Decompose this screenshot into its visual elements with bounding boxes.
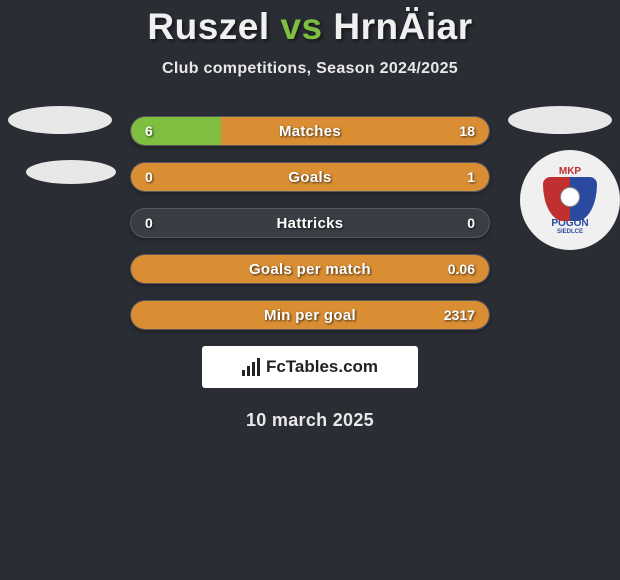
crest-mkp: MKP	[559, 166, 581, 177]
stat-value-player1: 6	[145, 123, 153, 139]
stat-label: Min per goal	[264, 307, 356, 324]
date-label: 10 march 2025	[0, 410, 620, 431]
stat-fill-player2	[221, 117, 490, 145]
vs-label: vs	[280, 6, 322, 47]
crest-bottom-text: POGON SIEDLCE	[551, 219, 588, 235]
stat-label: Goals	[288, 169, 331, 186]
crest-ball-icon	[560, 187, 580, 207]
player1-name: Ruszel	[147, 6, 269, 47]
stat-value-player1: 0	[145, 169, 153, 185]
stat-label: Goals per match	[249, 261, 371, 278]
comparison-card: Ruszel vs HrnÄiar Club competitions, Sea…	[0, 0, 620, 580]
stat-row: 0 Goals 1	[130, 162, 490, 192]
branding-badge[interactable]: FcTables.com	[202, 346, 418, 388]
stat-value-player1: 0	[145, 215, 153, 231]
stat-value-player2: 0.06	[448, 261, 475, 277]
stat-row: Min per goal 2317	[130, 300, 490, 330]
player2-club-crest: MKP POGON SIEDLCE	[520, 150, 620, 250]
branding-text: FcTables.com	[266, 357, 378, 377]
stat-value-player2: 1	[467, 169, 475, 185]
stats-area: MKP POGON SIEDLCE 6 Matches 18 0 Goals 1 0 Hatt…	[0, 116, 620, 330]
chart-icon	[242, 358, 260, 376]
crest-graphic: MKP POGON SIEDLCE	[535, 165, 605, 235]
player1-badge-placeholder-2	[26, 160, 116, 184]
player2-name: HrnÄiar	[333, 6, 472, 47]
crest-shield	[543, 177, 597, 217]
stat-value-player2: 0	[467, 215, 475, 231]
player2-badge-placeholder-1	[508, 106, 612, 134]
subtitle: Club competitions, Season 2024/2025	[0, 60, 620, 78]
stat-row: 6 Matches 18	[130, 116, 490, 146]
page-title: Ruszel vs HrnÄiar	[0, 0, 620, 48]
stat-label: Hattricks	[277, 215, 344, 232]
crest-sub: SIEDLCE	[551, 229, 588, 235]
stat-value-player2: 2317	[444, 307, 475, 323]
crest-top-text: MKP	[559, 167, 581, 177]
stat-row: Goals per match 0.06	[130, 254, 490, 284]
player1-badge-placeholder-1	[8, 106, 112, 134]
stat-row: 0 Hattricks 0	[130, 208, 490, 238]
stat-rows: 6 Matches 18 0 Goals 1 0 Hattricks 0 Goals per ma…	[130, 116, 490, 330]
stat-label: Matches	[279, 123, 341, 140]
stat-value-player2: 18	[459, 123, 475, 139]
